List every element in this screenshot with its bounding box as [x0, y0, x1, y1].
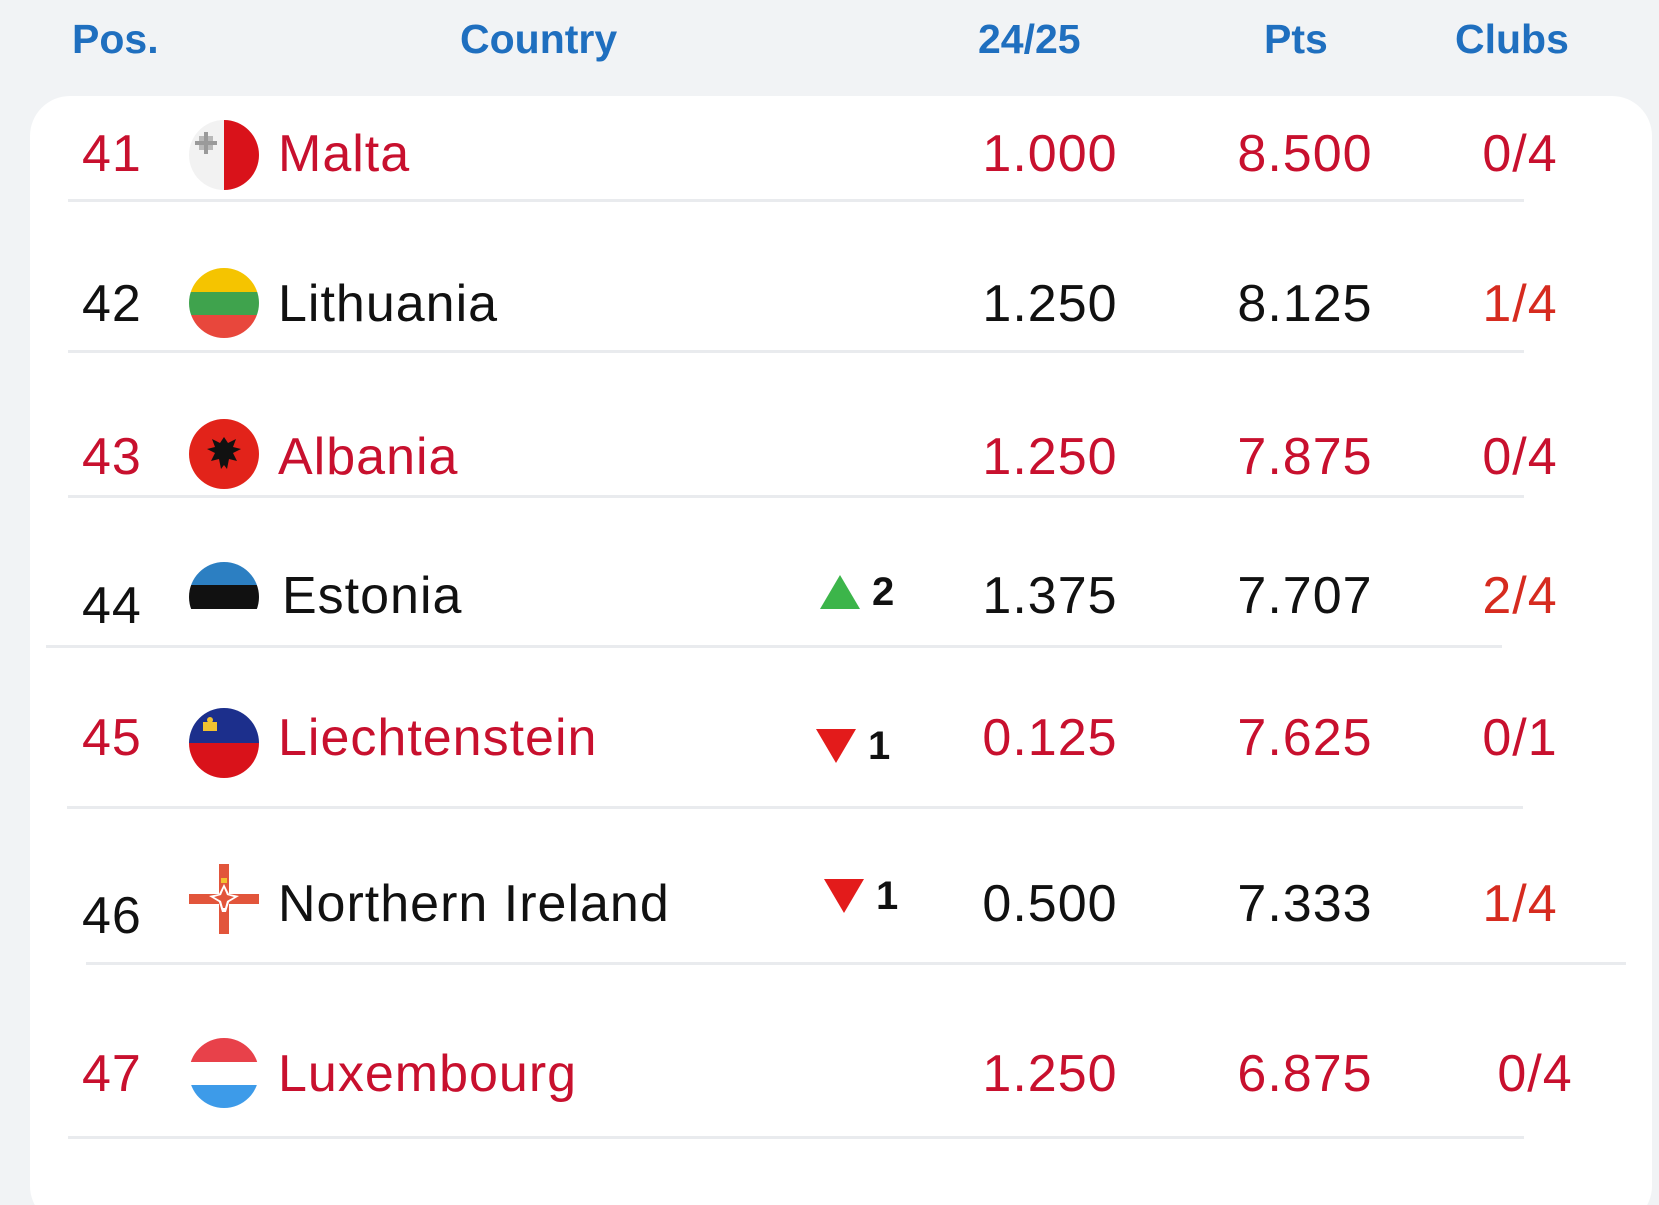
total-points: 7.875: [1237, 428, 1373, 486]
ranking-table: 41 Malta 1.000 8.500 0/4 42: [30, 96, 1652, 1205]
rank-change-value: 1: [876, 874, 899, 918]
row-divider: [68, 1136, 1524, 1139]
country-name[interactable]: Estonia: [282, 567, 463, 625]
clubs-remaining: 2/4: [1482, 567, 1558, 625]
position: 41: [82, 125, 142, 183]
country-name[interactable]: Lithuania: [278, 275, 499, 333]
rank-change-value: 2: [872, 570, 895, 614]
table-row[interactable]: 42 Lithuania 1.250 8.125 1/4: [30, 202, 1652, 354]
albania-flag-icon: [189, 419, 259, 489]
row-divider: [86, 962, 1626, 965]
clubs-remaining: 0/4: [1482, 125, 1558, 183]
rank-change-value: 1: [868, 724, 891, 768]
rank-change: 2: [820, 570, 894, 614]
clubs-remaining: 1/4: [1482, 275, 1558, 333]
position: 44: [82, 577, 142, 635]
table-row[interactable]: 43 Albania 1.250 7.875 0/4: [30, 353, 1652, 498]
row-divider: [67, 806, 1523, 809]
table-row[interactable]: 44 Estonia 2 1.375 7.707 2/4: [30, 496, 1652, 648]
row-divider: [46, 645, 1502, 648]
table-header: Pos. Country 24/25 Pts Clubs: [0, 0, 1659, 92]
estonia-flag-icon: [189, 562, 259, 632]
country-name[interactable]: Luxembourg: [278, 1045, 578, 1103]
malta-flag-icon: [189, 120, 259, 190]
arrow-down-icon: [824, 879, 864, 913]
season-points: 1.250: [982, 428, 1118, 486]
total-points: 7.333: [1237, 875, 1373, 933]
position: 43: [82, 428, 142, 486]
position: 42: [82, 275, 142, 333]
arrow-up-icon: [820, 575, 860, 609]
total-points: 6.875: [1237, 1045, 1373, 1103]
clubs-remaining: 0/4: [1497, 1045, 1573, 1103]
northern-ireland-flag-icon: [189, 864, 259, 934]
position: 46: [82, 887, 142, 945]
header-clubs[interactable]: Clubs: [1455, 16, 1569, 62]
table-row[interactable]: 46 Northern Ireland 1 0.500 7.333 1/4: [30, 808, 1652, 968]
header-pts[interactable]: Pts: [1264, 16, 1328, 62]
row-divider: [68, 199, 1524, 202]
header-season[interactable]: 24/25: [978, 16, 1081, 62]
country-name[interactable]: Albania: [278, 428, 459, 486]
total-points: 7.625: [1237, 709, 1373, 767]
table-row[interactable]: 47 Luxembourg 1.250 6.875 0/4: [30, 968, 1652, 1139]
position: 45: [82, 709, 142, 767]
season-points: 0.500: [982, 875, 1118, 933]
lithuania-flag-icon: [189, 268, 259, 338]
arrow-down-icon: [816, 729, 856, 763]
clubs-remaining: 0/1: [1482, 709, 1558, 767]
rank-change: 1: [824, 874, 898, 918]
country-name[interactable]: Northern Ireland: [278, 875, 670, 933]
season-points: 1.000: [982, 125, 1118, 183]
luxembourg-flag-icon: [189, 1038, 259, 1108]
position: 47: [82, 1045, 142, 1103]
rank-change: 1: [816, 724, 890, 768]
row-divider: [68, 495, 1524, 498]
total-points: 8.500: [1237, 125, 1373, 183]
header-pos[interactable]: Pos.: [72, 16, 159, 62]
header-country[interactable]: Country: [460, 16, 618, 62]
row-divider: [68, 350, 1524, 353]
table-row[interactable]: 41 Malta 1.000 8.500 0/4: [30, 96, 1652, 204]
country-name[interactable]: Malta: [278, 125, 411, 183]
season-points: 1.250: [982, 275, 1118, 333]
country-name[interactable]: Liechtenstein: [278, 709, 598, 767]
clubs-remaining: 0/4: [1482, 428, 1558, 486]
total-points: 8.125: [1237, 275, 1373, 333]
season-points: 1.250: [982, 1045, 1118, 1103]
clubs-remaining: 1/4: [1482, 875, 1558, 933]
total-points: 7.707: [1237, 567, 1373, 625]
liechtenstein-flag-icon: [189, 708, 259, 778]
table-row[interactable]: 45 Liechtenstein 1 0.125 7.625 0/1: [30, 648, 1652, 809]
season-points: 1.375: [982, 567, 1118, 625]
season-points: 0.125: [982, 709, 1118, 767]
